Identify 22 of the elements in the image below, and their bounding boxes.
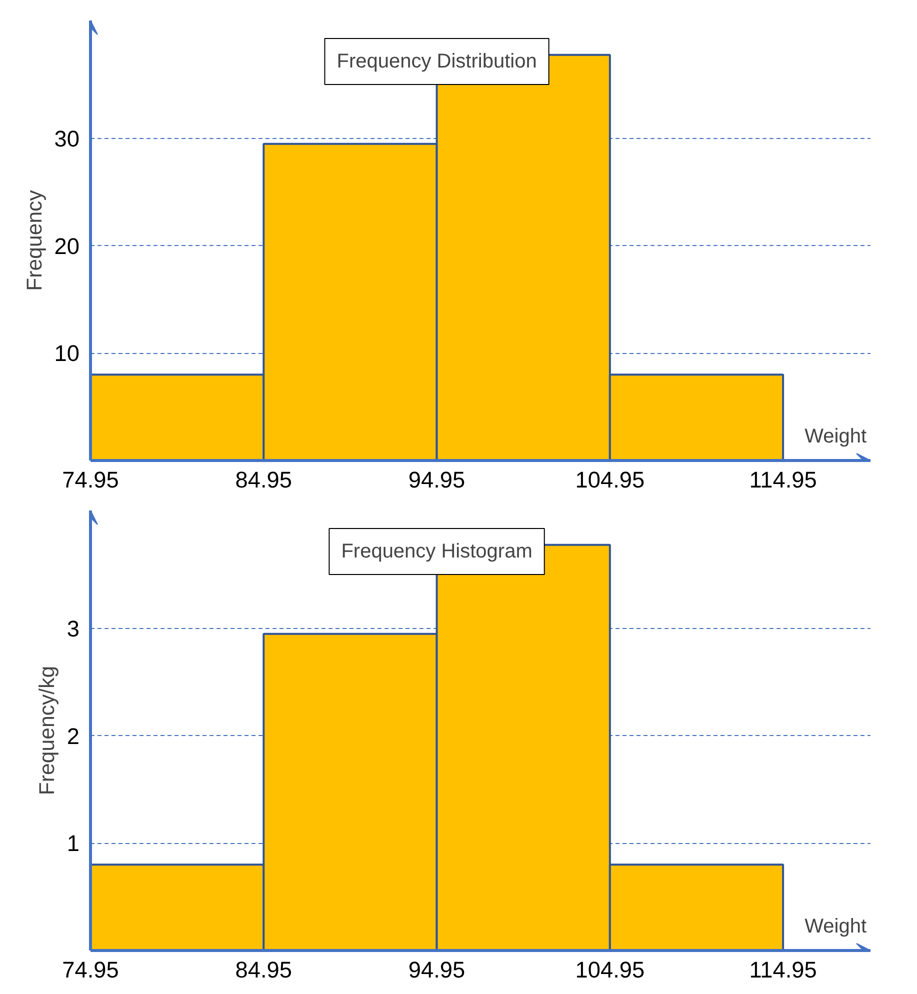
x-tick-label: 94.95 [408,956,466,982]
text: Frequency Distribution [336,50,537,72]
x-tick-label: 74.95 [62,466,119,492]
y-tick-label: 2 [66,722,80,749]
x-tick-label: 114.95 [749,956,817,982]
x-tick-label: 114.95 [749,466,817,492]
x-axis-title: Weight [804,425,867,448]
y-tick-label: 20 [54,232,80,259]
y-tick-label: 1 [66,830,80,856]
y-axis-title: Frequency/kg [34,666,59,796]
y-axis-title: Frequency [22,190,46,291]
y-tick-label: 3 [66,616,80,642]
y-tick-label: 30 [54,126,80,152]
y-tick-label: 10 [54,340,80,366]
x-axis-title: Weight [804,915,867,938]
x-tick-label: 84.95 [235,466,292,492]
x-tick-label: 74.95 [62,956,119,982]
text: Frequency Histogram [341,540,532,562]
x-tick-label: 104.95 [575,956,645,982]
x-tick-label: 84.95 [235,956,292,982]
x-tick-label: 104.95 [575,466,645,492]
x-tick-label: 94.95 [408,466,466,492]
